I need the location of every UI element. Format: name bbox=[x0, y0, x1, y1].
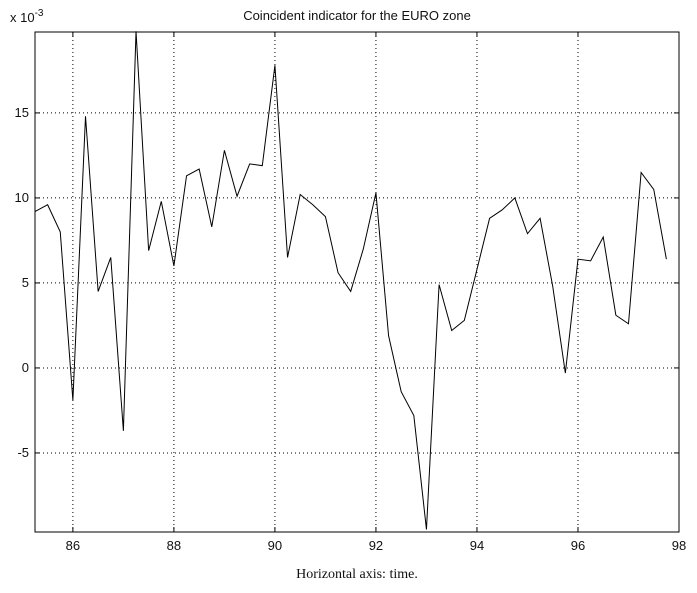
y-scale-label: x 10-3 bbox=[10, 8, 44, 25]
y-tick-label: 10 bbox=[15, 190, 29, 205]
y-scale-base: x 10 bbox=[10, 10, 35, 25]
y-tick-label: 0 bbox=[22, 360, 29, 375]
x-tick-label: 98 bbox=[672, 538, 686, 553]
y-tick-label: 5 bbox=[22, 275, 29, 290]
x-tick-label: 90 bbox=[268, 538, 282, 553]
x-tick-label: 96 bbox=[571, 538, 585, 553]
y-tick-label: -5 bbox=[17, 445, 29, 460]
plot-frame bbox=[34, 31, 680, 533]
line-series bbox=[34, 31, 667, 530]
y-scale-exponent: -3 bbox=[35, 8, 44, 19]
x-tick-label: 94 bbox=[470, 538, 484, 553]
chart-title: Coincident indicator for the EURO zone bbox=[243, 8, 471, 23]
y-tick-label: 15 bbox=[15, 105, 29, 120]
x-tick-label: 92 bbox=[369, 538, 383, 553]
x-tick-label: 86 bbox=[66, 538, 80, 553]
x-tick-label: 88 bbox=[167, 538, 181, 553]
caption: Horizontal axis: time. bbox=[296, 567, 418, 582]
